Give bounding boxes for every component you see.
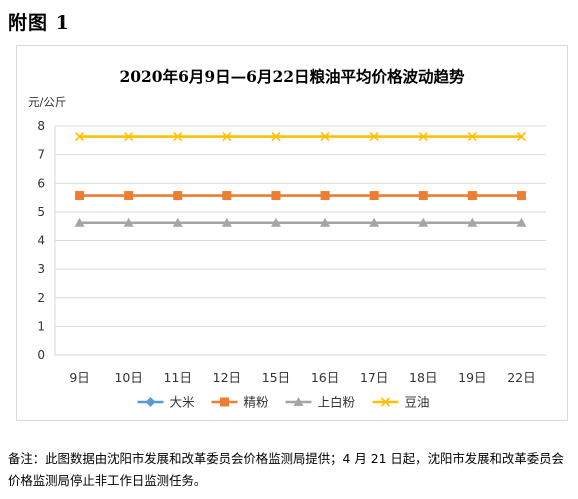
x-tick-label: 17日 xyxy=(360,370,388,385)
x-tick-label: 11日 xyxy=(164,370,192,385)
x-tick-label: 18日 xyxy=(409,370,437,385)
data-point-上白粉 xyxy=(320,217,331,227)
data-point-上白粉 xyxy=(516,217,527,227)
footnote: 备注：此图数据由沈阳市发展和改革委员会价格监测局提供；4 月 21 日起，沈阳市… xyxy=(8,451,564,488)
x-tick-label: 9日 xyxy=(69,370,89,385)
legend-label: 大米 xyxy=(170,395,196,410)
data-point-豆油 xyxy=(516,132,527,142)
legend-marker xyxy=(220,397,229,407)
x-tick-label: 22日 xyxy=(507,370,535,385)
data-point-精粉 xyxy=(271,191,281,201)
data-point-豆油 xyxy=(222,132,232,142)
x-tick-label: 12日 xyxy=(213,370,241,385)
data-point-精粉 xyxy=(124,191,134,201)
figure-heading: 附图 1 xyxy=(8,12,70,34)
data-point-上白粉 xyxy=(369,217,380,227)
y-tick-label: 1 xyxy=(37,319,45,333)
y-tick-label: 6 xyxy=(37,176,45,190)
y-tick-label: 2 xyxy=(37,291,45,305)
data-point-精粉 xyxy=(516,191,526,201)
y-axis-label: 元/公斤 xyxy=(28,95,66,109)
data-point-豆油 xyxy=(173,132,183,142)
x-tick-label: 19日 xyxy=(458,370,486,385)
data-point-豆油 xyxy=(271,132,281,142)
x-tick-label: 10日 xyxy=(114,370,142,385)
y-tick-label: 3 xyxy=(37,262,45,276)
line-chart: 2020年6月9日—6月22日粮油平均价格波动趋势 元/公斤 0 1 2 3 4 5 6 7 8… xyxy=(28,67,546,410)
legend-marker xyxy=(293,397,304,406)
legend-label: 上白粉 xyxy=(318,395,356,410)
legend-marker xyxy=(380,397,391,407)
legend-item: 豆油 xyxy=(372,395,430,410)
data-point-上白粉 xyxy=(123,217,134,227)
x-tick-label: 16日 xyxy=(311,370,339,385)
data-point-豆油 xyxy=(418,132,428,142)
data-point-精粉 xyxy=(173,191,183,201)
y-tick-label: 0 xyxy=(37,348,45,362)
y-tick-label: 7 xyxy=(37,148,45,162)
legend-item: 上白粉 xyxy=(285,395,356,410)
data-point-上白粉 xyxy=(467,217,478,227)
legend-label: 精粉 xyxy=(244,395,270,410)
data-point-精粉 xyxy=(222,191,232,201)
data-point-豆油 xyxy=(369,132,379,142)
data-point-上白粉 xyxy=(221,217,232,227)
data-point-精粉 xyxy=(467,191,477,201)
legend-item: 精粉 xyxy=(211,395,270,410)
chart-frame xyxy=(16,45,568,421)
data-point-精粉 xyxy=(320,191,330,201)
legend-label: 豆油 xyxy=(405,395,430,410)
data-point-上白粉 xyxy=(270,217,281,227)
data-point-豆油 xyxy=(74,132,85,142)
data-point-精粉 xyxy=(75,191,85,201)
legend-marker xyxy=(145,397,156,407)
data-point-上白粉 xyxy=(418,217,429,227)
data-point-豆油 xyxy=(124,132,134,142)
y-tick-label: 5 xyxy=(37,205,45,219)
legend-item: 大米 xyxy=(137,395,196,410)
data-point-上白粉 xyxy=(74,217,85,227)
y-tick-label: 8 xyxy=(37,119,45,133)
chart-title: 2020年6月9日—6月22日粮油平均价格波动趋势 xyxy=(119,67,465,86)
data-point-精粉 xyxy=(369,191,379,201)
data-point-精粉 xyxy=(418,191,428,201)
x-tick-label: 15日 xyxy=(262,370,290,385)
data-point-上白粉 xyxy=(172,217,183,227)
y-tick-label: 4 xyxy=(37,234,45,248)
data-point-豆油 xyxy=(467,132,477,142)
data-point-豆油 xyxy=(320,132,330,142)
